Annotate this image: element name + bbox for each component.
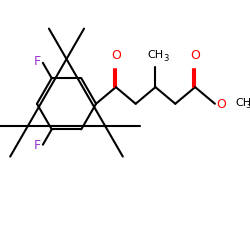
Text: CH: CH [148, 50, 164, 60]
Text: O: O [190, 49, 200, 62]
Text: 3: 3 [246, 101, 250, 110]
Text: 3: 3 [163, 54, 168, 63]
Text: F: F [34, 56, 41, 68]
Text: O: O [111, 49, 121, 62]
Text: CH: CH [235, 98, 250, 108]
Text: F: F [34, 139, 41, 152]
Text: O: O [216, 98, 226, 111]
